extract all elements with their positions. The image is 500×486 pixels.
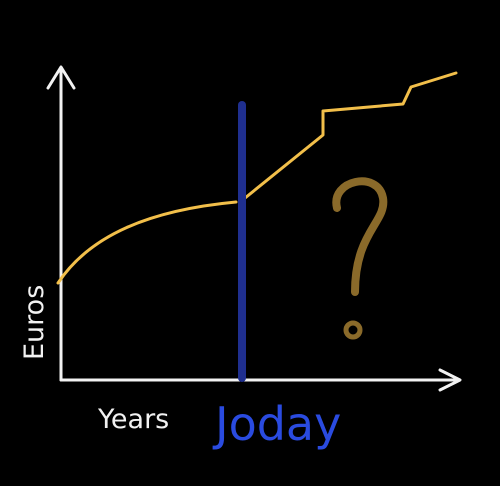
today-label: Joday xyxy=(212,397,341,451)
future-projection-line xyxy=(243,71,458,200)
y-axis xyxy=(46,65,76,382)
x-axis-label: Years xyxy=(97,404,169,435)
past-growth-curve xyxy=(56,200,238,285)
question-mark-icon xyxy=(332,177,388,340)
x-axis xyxy=(59,368,462,392)
x-axis-arrowhead xyxy=(438,368,462,392)
y-axis-label: Euros xyxy=(19,285,50,360)
y-axis-arrowhead xyxy=(46,65,76,90)
